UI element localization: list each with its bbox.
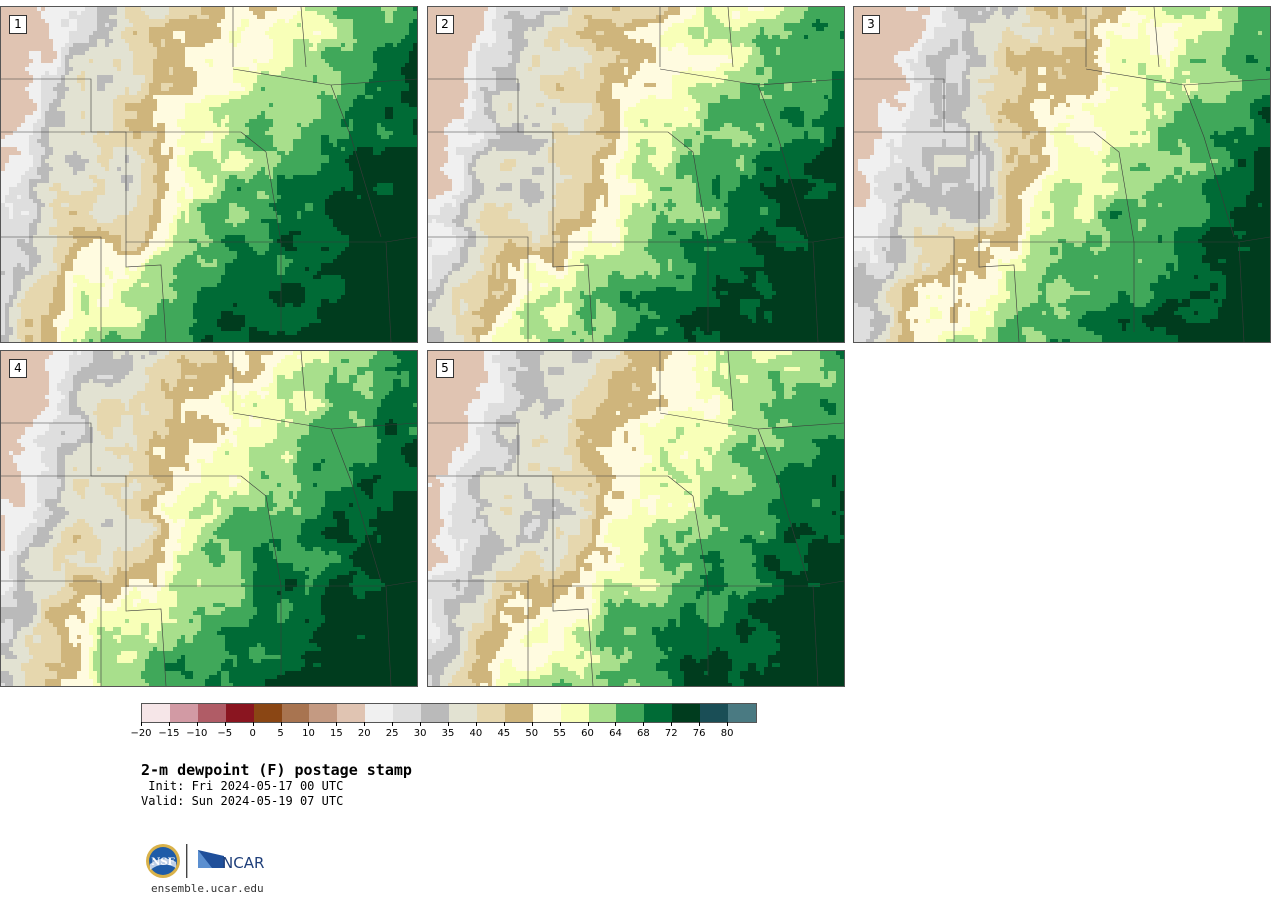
colorbar-tick-label: −20	[130, 728, 152, 739]
colorbar-tick-label: 80	[720, 728, 734, 739]
colorbar-swatch	[616, 704, 645, 722]
dewpoint-map-3	[854, 7, 1270, 342]
colorbar-tick-label: 60	[581, 728, 594, 739]
colorbar-tick	[392, 722, 394, 726]
nsf-text: NSF	[151, 857, 174, 868]
colorbar-swatch	[700, 704, 729, 722]
stamp-panel-5: 5	[427, 350, 845, 687]
colorbar-tick	[531, 722, 533, 726]
colorbar-swatch	[504, 704, 533, 722]
nsf-logo: NSF	[146, 844, 180, 878]
init-time: Init: Fri 2024-05-17 00 UTC	[141, 779, 344, 793]
colorbar-tick-label: 35	[441, 728, 455, 739]
colorbar-swatch	[393, 704, 422, 722]
stamp-panel-1: 1	[0, 6, 418, 343]
colorbar-tick	[615, 722, 617, 726]
colorbar-tick-label: 20	[357, 728, 371, 739]
colorbar-tick-label: 45	[497, 728, 511, 739]
panel-number: 3	[862, 15, 880, 34]
colorbar-swatch	[644, 704, 673, 722]
panel-number: 1	[9, 15, 27, 34]
colorbar-tick	[727, 722, 729, 726]
colorbar-swatch	[225, 704, 254, 722]
colorbar-tick-label: 10	[302, 728, 315, 739]
colorbar-swatch	[560, 704, 589, 722]
colorbar-tick	[280, 722, 282, 726]
dewpoint-map-2	[428, 7, 844, 342]
colorbar-tick	[224, 722, 226, 726]
colorbar-tick	[252, 722, 254, 726]
colorbar-swatch	[448, 704, 477, 722]
colorbar-tick-label: −10	[186, 728, 208, 739]
panel-number: 2	[436, 15, 454, 34]
colorbar-swatch	[588, 704, 617, 722]
colorbar-swatch	[672, 704, 701, 722]
colorbar-tick-label: 25	[385, 728, 399, 739]
colorbar-swatch	[532, 704, 561, 722]
colorbar-swatch	[309, 704, 338, 722]
colorbar-tick	[448, 722, 449, 726]
colorbar-swatch	[337, 704, 366, 722]
colorbar-swatch	[365, 704, 394, 722]
colorbar-swatch	[476, 704, 505, 722]
valid-time: Valid: Sun 2024-05-19 07 UTC	[141, 794, 344, 808]
colorbar-tick-label: 5	[277, 728, 284, 739]
colorbar-tick-label: 55	[553, 728, 566, 739]
colorbar-tick	[587, 722, 589, 726]
colorbar-tick-label: 30	[413, 728, 427, 739]
ncar-text: NCAR	[222, 854, 264, 872]
colorbar-tick	[364, 722, 366, 726]
colorbar-tick	[196, 722, 198, 726]
colorbar	[141, 703, 757, 723]
colorbar-swatch	[421, 704, 449, 722]
colorbar-tick-label: 0	[249, 728, 256, 739]
colorbar-tick	[699, 722, 701, 726]
colorbar-swatch	[142, 704, 170, 722]
website-url: ensemble.ucar.edu	[151, 882, 264, 895]
colorbar-tick	[503, 722, 505, 726]
colorbar-tick-label: −15	[158, 728, 180, 739]
colorbar-tick	[420, 722, 422, 726]
stamp-panel-4: 4	[0, 350, 418, 687]
dewpoint-map-5	[428, 351, 844, 686]
colorbar-tick	[475, 722, 477, 726]
colorbar-tick	[559, 722, 561, 726]
colorbar-ticks: −20 −15 −10 −5 0 5 10 15 20 25 30 35 40 45 50 55 60 64 68 7…	[130, 722, 757, 744]
colorbar-tick-label: 68	[636, 728, 650, 739]
colorbar-tick-label: 64	[609, 728, 622, 739]
colorbar-tick-label: 15	[329, 728, 343, 739]
colorbar-tick	[643, 722, 645, 726]
logos: NSF NCAR	[146, 844, 264, 878]
colorbar-tick-label: 50	[525, 728, 539, 739]
colorbar-tick-label: −5	[217, 728, 233, 739]
colorbar-swatch	[281, 704, 310, 722]
colorbar-tick-label: 40	[469, 728, 483, 739]
colorbar-tick	[308, 722, 310, 726]
ncar-logo: NCAR	[198, 850, 264, 872]
colorbar-tick-label: 72	[664, 728, 678, 739]
colorbar-tick	[671, 722, 673, 726]
stamp-panel-2: 2	[427, 6, 845, 343]
colorbar-swatch	[169, 704, 198, 722]
dewpoint-map-4	[1, 351, 417, 686]
colorbar-swatch	[253, 704, 282, 722]
stamp-panel-3: 3	[853, 6, 1271, 343]
colorbar-swatch	[728, 704, 756, 722]
colorbar-tick	[168, 722, 170, 726]
plot-title: 2-m dewpoint (F) postage stamp	[141, 761, 412, 779]
colorbar-tick	[141, 722, 142, 726]
colorbar-tick	[336, 722, 338, 726]
dewpoint-map-1	[1, 7, 417, 342]
panel-number: 5	[436, 359, 454, 378]
colorbar-swatch	[197, 704, 226, 722]
colorbar-tick-label: 76	[692, 728, 706, 739]
panel-number: 4	[9, 359, 27, 378]
